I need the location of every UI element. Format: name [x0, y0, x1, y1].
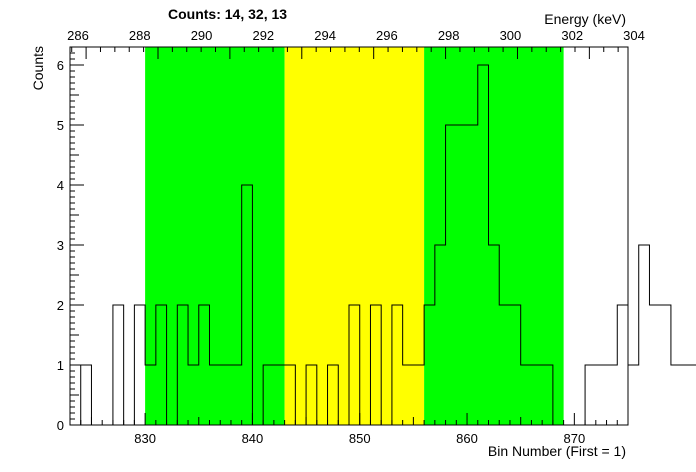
region-background-right — [424, 47, 564, 425]
x-tick-label: 860 — [456, 431, 478, 446]
y-tick-label: 6 — [57, 58, 64, 73]
y-axis-title: Counts — [30, 46, 46, 90]
energy-tick-label: 286 — [67, 28, 89, 43]
energy-tick-label: 302 — [561, 28, 583, 43]
x-tick-label: 840 — [242, 431, 264, 446]
energy-tick-label: 296 — [376, 28, 398, 43]
region-background-left — [145, 47, 285, 425]
energy-tick-label: 300 — [500, 28, 522, 43]
x-tick-label: 850 — [349, 431, 371, 446]
energy-tick-label: 292 — [252, 28, 274, 43]
x-axis-title: Bin Number (First = 1) — [488, 443, 626, 459]
highlight-regions — [145, 47, 564, 425]
energy-tick-label: 290 — [191, 28, 213, 43]
chart-title: Counts: 14, 32, 13 — [168, 6, 287, 22]
energy-tick-label: 294 — [314, 28, 336, 43]
y-tick-label: 2 — [57, 298, 64, 313]
y-tick-label: 5 — [57, 118, 64, 133]
energy-tick-label: 288 — [129, 28, 151, 43]
y-tick-label: 1 — [57, 358, 64, 373]
y-tick-label: 3 — [57, 238, 64, 253]
x-axis-ticks: 830 840 850 860 870 — [80, 413, 629, 446]
energy-tick-label: 304 — [623, 28, 645, 43]
energy-axis-title: Energy (keV) — [544, 11, 626, 27]
y-tick-label: 4 — [57, 178, 64, 193]
energy-axis-ticks: 286 288 290 292 294 296 298 300 302 304 — [67, 28, 645, 59]
energy-tick-label: 298 — [438, 28, 460, 43]
histogram-line — [70, 64, 696, 426]
y-tick-label: 0 — [57, 418, 64, 433]
region-peak — [284, 47, 425, 425]
y-axis-ticks: 0 1 2 3 4 5 6 — [57, 46, 84, 433]
x-tick-label: 870 — [563, 431, 585, 446]
x-tick-label: 830 — [134, 431, 156, 446]
